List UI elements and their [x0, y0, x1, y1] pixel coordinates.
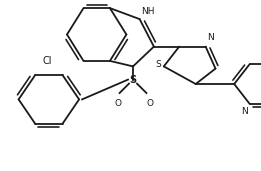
Text: Cl: Cl: [43, 56, 52, 66]
Text: N: N: [241, 107, 248, 116]
Text: N: N: [207, 33, 214, 42]
Text: O: O: [147, 98, 154, 108]
Text: O: O: [114, 98, 121, 108]
Text: S: S: [155, 60, 161, 69]
Text: NH: NH: [142, 7, 155, 16]
Text: S: S: [129, 75, 137, 85]
